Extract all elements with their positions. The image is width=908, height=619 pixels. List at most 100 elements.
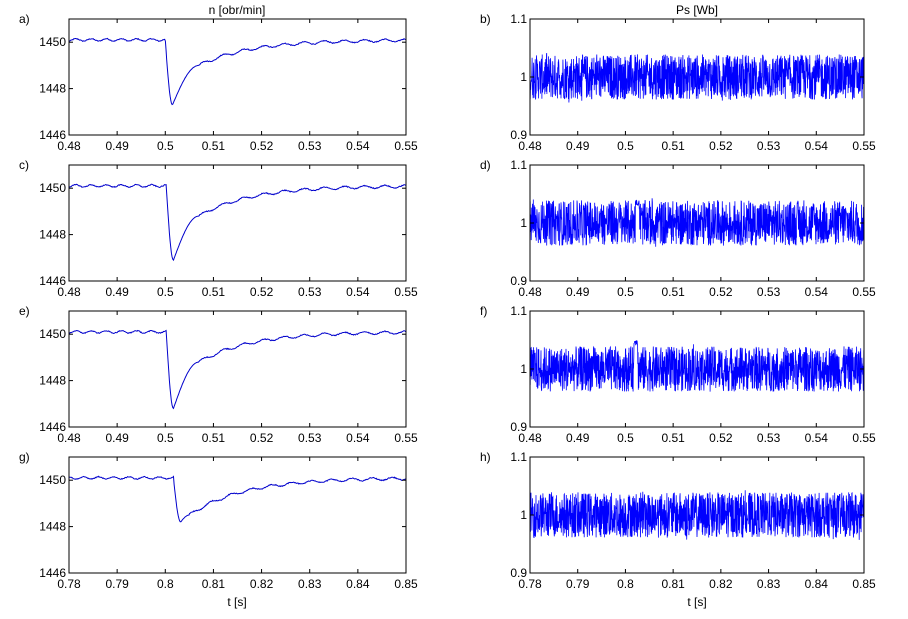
- y-tick-label: 0.9: [510, 128, 527, 142]
- y-tick-label: 1: [520, 508, 527, 522]
- axes-frame: [68, 310, 407, 428]
- left-x-axis-label: t [s]: [227, 595, 246, 609]
- x-tick-label: 0.48: [57, 139, 81, 153]
- y-tick-label: 0.9: [510, 420, 527, 434]
- y-tick-label: 1450: [39, 473, 66, 487]
- x-tick-label: 0.83: [298, 577, 322, 591]
- panel-a: a) 0.48 0.49 0.5 0.51 0.52 0.53 0.54 0.55 1446 144…: [19, 12, 418, 153]
- y-tick-label: 1446: [39, 128, 66, 142]
- x-tick-label: 0.53: [757, 139, 781, 153]
- x-tick-label: 0.48: [518, 431, 542, 445]
- x-tick-label: 0.52: [250, 431, 274, 445]
- x-tick-label: 0.54: [346, 431, 370, 445]
- y-tick-label: 1450: [39, 35, 66, 49]
- panel-label: e): [19, 304, 30, 318]
- series-line: [68, 183, 407, 262]
- x-tick-label: 0.52: [709, 431, 733, 445]
- x-tick-label: 0.51: [661, 285, 685, 299]
- x-tick-label: 0.78: [518, 577, 542, 591]
- x-tick-label: 0.55: [394, 285, 418, 299]
- x-tick-label: 0.85: [394, 577, 418, 591]
- y-tick-label: 1448: [39, 228, 66, 242]
- x-tick-label: 0.82: [709, 577, 733, 591]
- y-tick-label: 1448: [39, 374, 66, 388]
- y-tick-label: 1: [520, 216, 527, 230]
- panel-label: h): [480, 450, 491, 464]
- x-tick-label: 0.81: [661, 577, 685, 591]
- y-tick-label: 1446: [39, 566, 66, 580]
- x-tick-label: 0.54: [346, 139, 370, 153]
- series-line: [68, 475, 407, 523]
- panel-b: b) 0.48 0.49 0.5 0.51 0.52 0.53 0.54 0.55 0.9 1 1.1: [480, 12, 876, 153]
- x-tick-label: 0.55: [394, 139, 418, 153]
- x-tick-label: 0.51: [661, 431, 685, 445]
- x-tick-label: 0.52: [250, 285, 274, 299]
- x-tick-label: 0.79: [566, 577, 590, 591]
- y-tick-label: 1: [520, 362, 527, 376]
- x-tick-label: 0.53: [298, 285, 322, 299]
- x-tick-label: 0.49: [105, 285, 129, 299]
- y-tick-label: 1450: [39, 181, 66, 195]
- x-tick-label: 0.52: [709, 285, 733, 299]
- x-tick-label: 0.48: [57, 431, 81, 445]
- x-tick-label: 0.51: [202, 139, 226, 153]
- series-line: [529, 52, 865, 103]
- panel-label: b): [480, 12, 491, 26]
- x-tick-label: 0.8: [157, 577, 174, 591]
- x-tick-label: 0.49: [105, 431, 129, 445]
- x-tick-label: 0.51: [202, 285, 226, 299]
- x-tick-label: 0.54: [805, 285, 829, 299]
- x-tick-label: 0.55: [852, 139, 876, 153]
- x-tick-label: 0.52: [709, 139, 733, 153]
- panel-h: h) 0.78 0.79 0.8 0.81 0.82 0.83 0.84 0.85 0.9 1 1.1: [480, 450, 876, 591]
- panel-c: c) 0.48 0.49 0.5 0.51 0.52 0.53 0.54 0.55 1446 144…: [19, 158, 418, 299]
- x-tick-label: 0.55: [852, 431, 876, 445]
- y-tick-label: 1.1: [510, 450, 527, 464]
- axes-frame: [68, 164, 407, 282]
- x-tick-label: 0.78: [57, 577, 81, 591]
- series-line: [68, 329, 407, 410]
- panel-label: f): [480, 304, 487, 318]
- series-line: [529, 490, 865, 540]
- y-tick-label: 1: [520, 70, 527, 84]
- x-tick-label: 0.54: [805, 139, 829, 153]
- x-tick-label: 0.5: [617, 285, 634, 299]
- x-tick-label: 0.53: [298, 431, 322, 445]
- x-tick-label: 0.81: [202, 577, 226, 591]
- y-tick-label: 1448: [39, 82, 66, 96]
- panel-label: a): [19, 12, 30, 26]
- series-line: [529, 198, 865, 247]
- panel-d: d) 0.48 0.49 0.5 0.51 0.52 0.53 0.54 0.55 0.9 1 1.1: [480, 158, 876, 299]
- x-tick-label: 0.49: [566, 285, 590, 299]
- x-tick-label: 0.83: [757, 577, 781, 591]
- y-tick-label: 1.1: [510, 158, 527, 172]
- y-tick-label: 1446: [39, 420, 66, 434]
- x-tick-label: 0.48: [518, 285, 542, 299]
- y-tick-label: 1.1: [510, 12, 527, 26]
- x-tick-label: 0.8: [617, 577, 634, 591]
- axes-frame: [68, 18, 407, 136]
- x-tick-label: 0.55: [852, 285, 876, 299]
- panel-label: d): [480, 158, 491, 172]
- x-tick-label: 0.84: [346, 577, 370, 591]
- right-column-title: Ps [Wb]: [676, 3, 718, 17]
- x-tick-label: 0.5: [157, 431, 174, 445]
- left-column-title: n [obr/min]: [209, 3, 266, 17]
- x-tick-label: 0.82: [250, 577, 274, 591]
- x-tick-label: 0.49: [566, 139, 590, 153]
- axes-frame: [68, 456, 407, 574]
- right-x-axis-label: t [s]: [687, 595, 706, 609]
- x-tick-label: 0.5: [157, 285, 174, 299]
- x-tick-label: 0.51: [202, 431, 226, 445]
- panel-f: f) 0.48 0.49 0.5 0.51 0.52 0.53 0.54 0.55 0.9 1 1.1: [480, 304, 876, 445]
- panel-label: c): [19, 158, 29, 172]
- y-tick-label: 1446: [39, 274, 66, 288]
- x-tick-label: 0.54: [346, 285, 370, 299]
- series-line: [529, 340, 865, 392]
- y-tick-label: 1450: [39, 327, 66, 341]
- x-tick-label: 0.53: [757, 285, 781, 299]
- panel-g: g) 0.78 0.79 0.8 0.81 0.82 0.83 0.84 0.85 1446 144…: [19, 450, 418, 591]
- x-tick-label: 0.5: [617, 139, 634, 153]
- x-tick-label: 0.84: [805, 577, 829, 591]
